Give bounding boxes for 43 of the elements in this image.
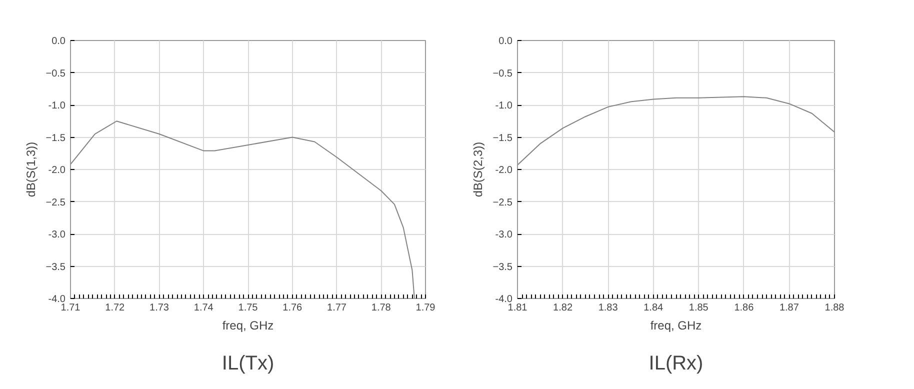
x-tick-label: 1.71 [60,302,81,314]
y-tick-label: −3.5 [492,262,513,273]
line-series [70,120,415,298]
x-tick-label: 1.82 [553,302,573,314]
y-tick-label: −3.5 [46,262,66,273]
y-tick-label: -1.0 [48,100,66,112]
y-tick-label: −0.5 [492,68,513,80]
x-tick-label: 1.81 [508,302,528,314]
y-tick-label: −0.5 [46,68,66,80]
y-tick-label: -3.0 [495,230,513,240]
x-tick-label: 1.72 [105,302,126,314]
x-tick-label: 1.86 [734,302,754,314]
x-tick-label: 1.77 [327,302,347,314]
y-tick-label: -4.0 [48,294,66,305]
y-tick-label: -3.0 [48,230,66,240]
y-tick-label: 0.0 [498,36,513,47]
text: IL(Rx) [648,352,704,374]
y-tick-label: −1.5 [492,132,513,144]
y-axis-title: dB(S(2,3)) [470,142,485,198]
x-tick-label: 1.88 [824,302,845,314]
y-tick-label: −2.5 [46,197,66,208]
x-tick-label: 1.84 [644,302,664,314]
x-tick-label: 1.74 [194,302,214,314]
x-tick-label: 1.76 [282,302,303,314]
x-axis-title: freq, GHz [650,318,702,332]
y-axis-title: dB(S(1,3)) [24,142,38,198]
y-tick-label: −1.5 [46,132,66,144]
y-tick-label: 0.0 [52,36,66,47]
y-tick-label: −2.5 [492,197,513,208]
y-tick-label: -2.0 [48,165,66,176]
text: IL(Tx) [222,352,274,374]
x-tick-label: 1.75 [238,302,258,314]
y-tick-label: -4.0 [495,294,513,305]
x-tick-label: 1.78 [371,302,392,314]
x-tick-label: 1.83 [598,302,618,314]
x-tick-label: 1.85 [688,302,709,314]
y-tick-label: -1.0 [495,100,513,112]
x-tick-label: 1.87 [779,302,800,314]
x-axis-title: freq, GHz [222,318,274,332]
x-tick-label: 1.73 [150,302,170,314]
y-tick-label: -2.0 [495,165,513,176]
line-series [518,96,834,166]
x-tick-label: 1.79 [416,302,436,314]
